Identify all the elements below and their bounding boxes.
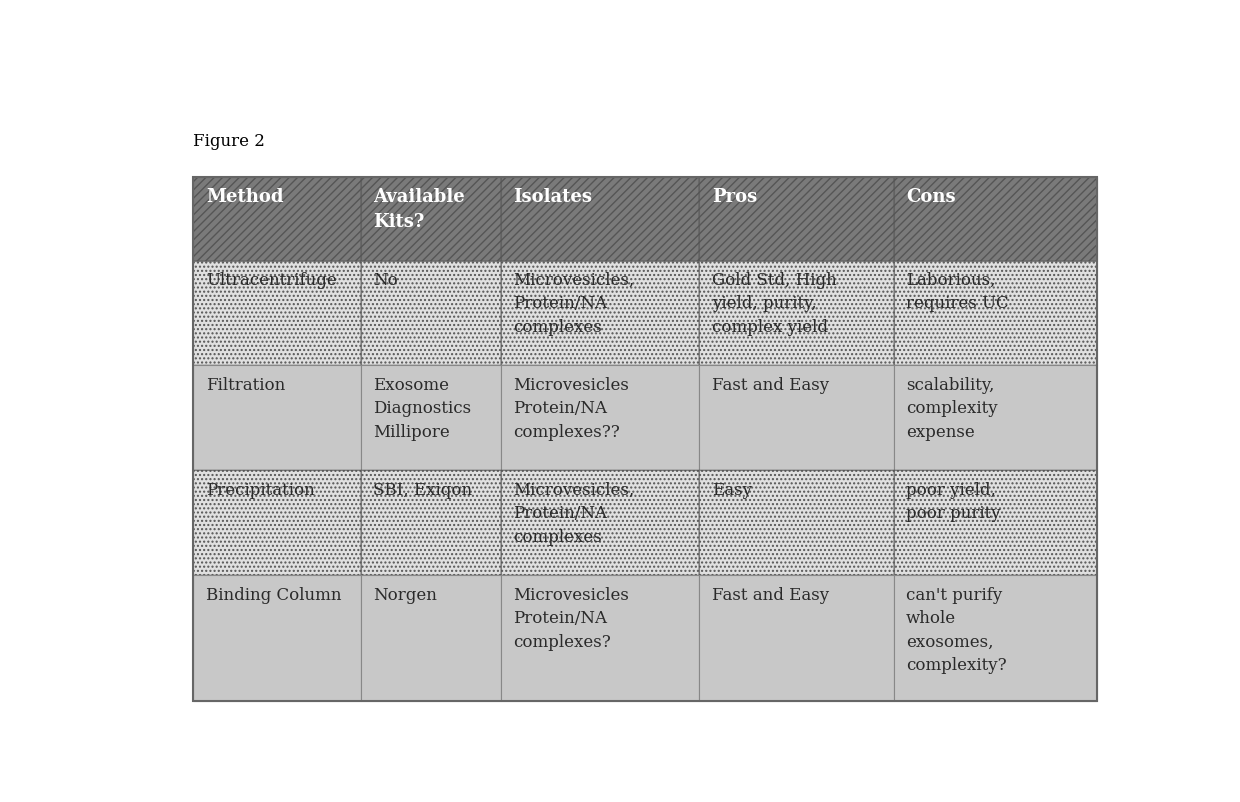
Bar xyxy=(361,261,501,366)
Bar xyxy=(193,176,361,261)
Bar xyxy=(501,576,699,702)
Text: Figure 2: Figure 2 xyxy=(193,133,265,150)
Text: Binding Column: Binding Column xyxy=(206,586,341,604)
Text: Fast and Easy: Fast and Easy xyxy=(712,377,828,394)
Bar xyxy=(894,471,1096,576)
Bar xyxy=(894,576,1096,702)
Bar xyxy=(193,261,361,366)
Bar xyxy=(501,471,699,576)
Text: Pros: Pros xyxy=(712,188,758,205)
Bar xyxy=(501,176,699,261)
Bar xyxy=(699,576,894,702)
Text: Ultracentrifuge: Ultracentrifuge xyxy=(206,272,337,289)
Bar xyxy=(361,576,501,702)
Bar xyxy=(193,176,361,261)
Bar xyxy=(501,176,699,261)
Bar xyxy=(699,261,894,366)
Bar xyxy=(193,261,361,366)
Bar xyxy=(699,366,894,471)
Bar xyxy=(361,176,501,261)
Bar xyxy=(699,471,894,576)
Bar xyxy=(501,261,699,366)
Bar xyxy=(501,471,699,576)
Bar xyxy=(699,261,894,366)
Text: SBI, Exiqon: SBI, Exiqon xyxy=(373,481,472,499)
Text: Easy: Easy xyxy=(712,481,751,499)
Bar xyxy=(361,471,501,576)
Text: Exosome
Diagnostics
Millipore: Exosome Diagnostics Millipore xyxy=(373,377,471,440)
Text: Microvesicles
Protein/NA
complexes?: Microvesicles Protein/NA complexes? xyxy=(513,586,629,650)
Bar xyxy=(193,576,361,702)
Text: Cons: Cons xyxy=(906,188,956,205)
Text: Microvesicles,
Protein/NA
complexes: Microvesicles, Protein/NA complexes xyxy=(513,272,635,335)
Bar xyxy=(361,176,501,261)
Text: Microvesicles,
Protein/NA
complexes: Microvesicles, Protein/NA complexes xyxy=(513,481,635,545)
Text: No: No xyxy=(373,272,398,289)
Text: Precipitation: Precipitation xyxy=(206,481,315,499)
Text: Isolates: Isolates xyxy=(513,188,591,205)
Text: can't purify
whole
exosomes,
complexity?: can't purify whole exosomes, complexity? xyxy=(906,586,1007,674)
Bar xyxy=(361,366,501,471)
Bar xyxy=(193,471,361,576)
Bar xyxy=(699,176,894,261)
Bar xyxy=(894,261,1096,366)
Text: Norgen: Norgen xyxy=(373,586,436,604)
Bar xyxy=(193,471,361,576)
Bar xyxy=(894,471,1096,576)
Bar xyxy=(894,176,1096,261)
Bar xyxy=(699,176,894,261)
Bar xyxy=(361,471,501,576)
Text: Gold Std, High
yield, purity,
complex yield: Gold Std, High yield, purity, complex yi… xyxy=(712,272,837,335)
Bar xyxy=(894,176,1096,261)
Bar xyxy=(501,261,699,366)
Text: poor yield,
poor purity: poor yield, poor purity xyxy=(906,481,1001,522)
Text: Available
Kits?: Available Kits? xyxy=(373,188,465,231)
Text: Filtration: Filtration xyxy=(206,377,285,394)
Text: scalability,
complexity
expense: scalability, complexity expense xyxy=(906,377,998,440)
Bar xyxy=(193,176,1096,702)
Bar xyxy=(361,261,501,366)
Bar xyxy=(501,366,699,471)
Bar xyxy=(193,366,361,471)
Text: Method: Method xyxy=(206,188,284,205)
Bar xyxy=(894,261,1096,366)
Bar xyxy=(894,366,1096,471)
Text: Laborious,
requires UC: Laborious, requires UC xyxy=(906,272,1008,312)
Bar xyxy=(699,471,894,576)
Text: Fast and Easy: Fast and Easy xyxy=(712,586,828,604)
Text: Microvesicles
Protein/NA
complexes??: Microvesicles Protein/NA complexes?? xyxy=(513,377,629,440)
